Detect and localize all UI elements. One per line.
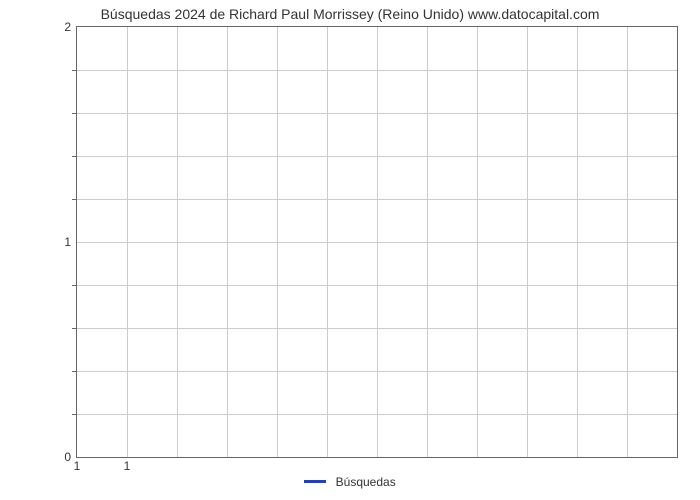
chart-title: Búsquedas 2024 de Richard Paul Morrissey… xyxy=(0,0,700,23)
y-axis-minor-tick xyxy=(72,70,77,71)
gridline-vertical xyxy=(427,27,428,457)
legend-label: Búsquedas xyxy=(336,475,396,489)
x-axis-label: 1 xyxy=(124,457,131,473)
x-axis-label: 1 xyxy=(74,457,81,473)
y-axis-label: 1 xyxy=(64,235,77,249)
gridline-vertical xyxy=(327,27,328,457)
plot-area: 01211 xyxy=(76,26,678,458)
y-axis-label: 2 xyxy=(64,20,77,34)
y-axis-minor-tick xyxy=(72,328,77,329)
chart-container: Búsquedas 2024 de Richard Paul Morrissey… xyxy=(0,0,700,500)
gridline-vertical xyxy=(227,27,228,457)
y-axis-minor-tick xyxy=(72,199,77,200)
y-axis-minor-tick xyxy=(72,414,77,415)
y-axis-minor-tick xyxy=(72,285,77,286)
y-axis-minor-tick xyxy=(72,113,77,114)
gridline-vertical xyxy=(377,27,378,457)
gridline-vertical xyxy=(127,27,128,457)
legend-swatch xyxy=(304,480,326,483)
y-axis-minor-tick xyxy=(72,156,77,157)
y-axis-minor-tick xyxy=(72,371,77,372)
gridline-vertical xyxy=(477,27,478,457)
gridline-vertical xyxy=(577,27,578,457)
gridline-vertical xyxy=(277,27,278,457)
gridline-vertical xyxy=(527,27,528,457)
gridline-vertical xyxy=(177,27,178,457)
legend: Búsquedas xyxy=(0,474,700,489)
gridline-vertical xyxy=(627,27,628,457)
